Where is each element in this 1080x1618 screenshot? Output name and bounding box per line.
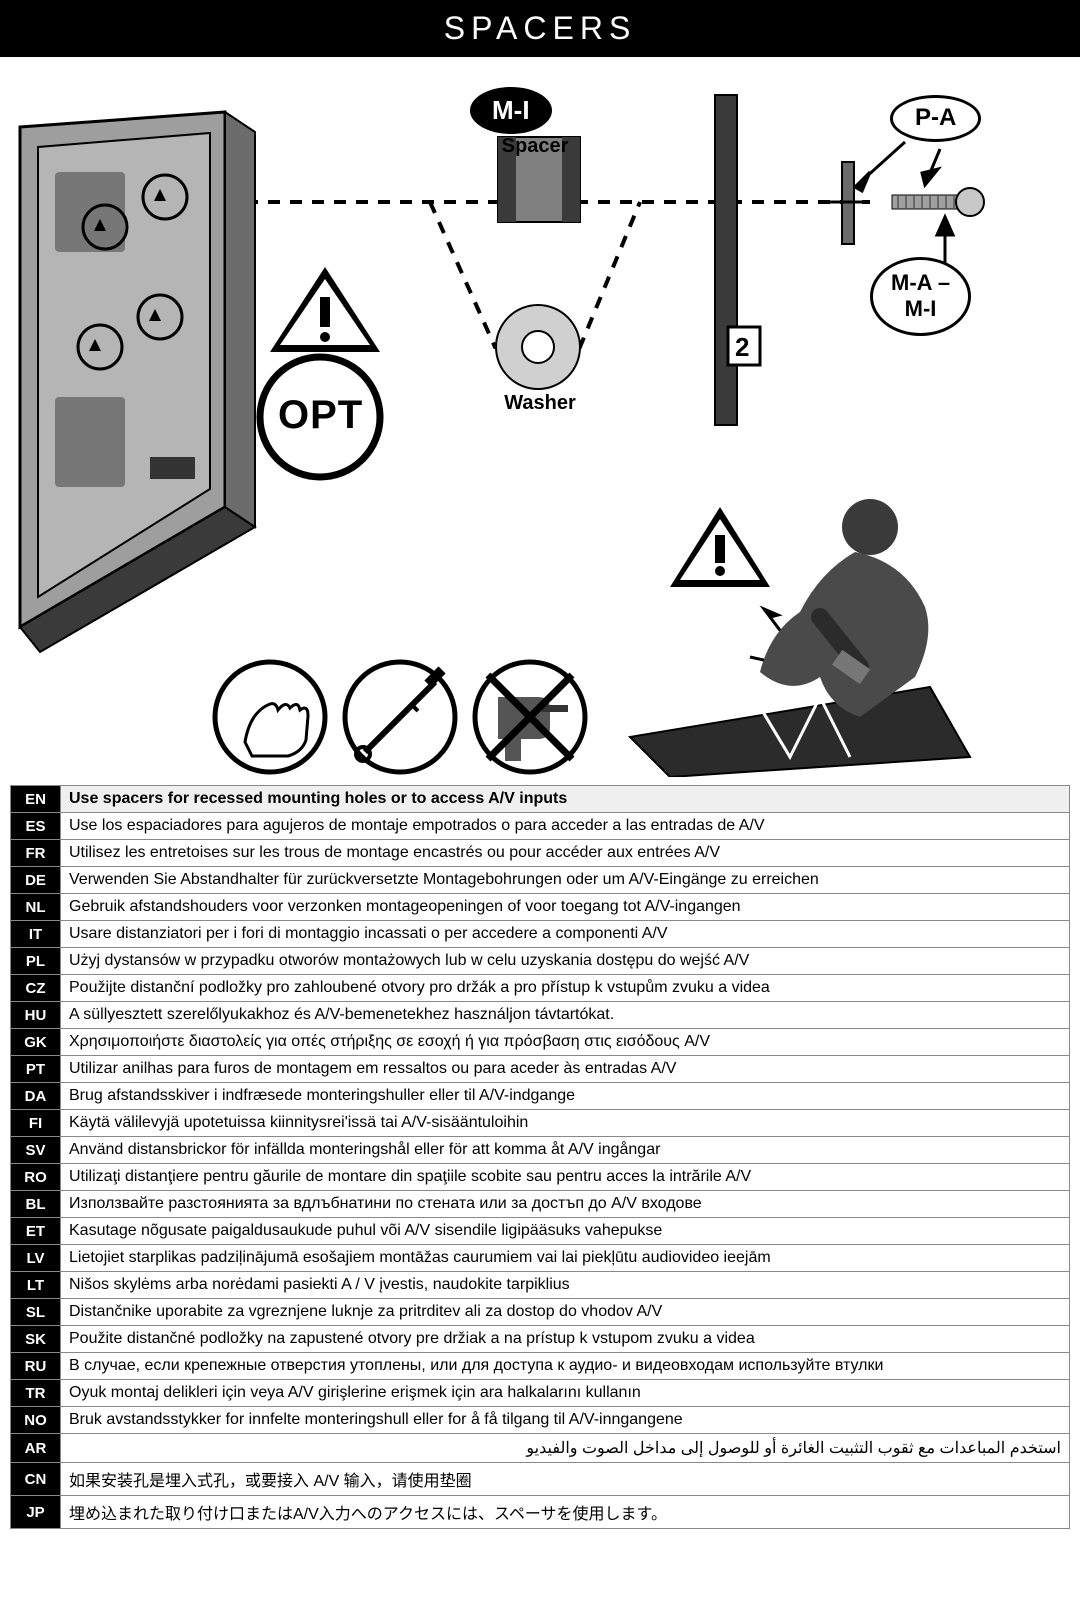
- table-row: LVLietojiet starplikas padziļinājumā eso…: [11, 1245, 1070, 1272]
- instruction-text: Gebruik afstandshouders voor verzonken m…: [61, 894, 1070, 921]
- step-number: 2: [735, 332, 749, 363]
- lang-code: FR: [11, 840, 61, 867]
- table-row: ARاستخدم المباعدات مع ثقوب التثبيت الغائ…: [11, 1434, 1070, 1463]
- lang-code: FI: [11, 1110, 61, 1137]
- instruction-text: استخدم المباعدات مع ثقوب التثبيت الغائرة…: [61, 1434, 1070, 1463]
- label-pa: P-A: [890, 95, 981, 142]
- page-title: SPACERS: [0, 0, 1080, 57]
- instruction-text: Utilizar anilhas para furos de montagem …: [61, 1056, 1070, 1083]
- instruction-text: Utilisez les entretoises sur les trous d…: [61, 840, 1070, 867]
- table-row: NLGebruik afstandshouders voor verzonken…: [11, 894, 1070, 921]
- table-row: ETKasutage nõgusate paigaldusaukude puhu…: [11, 1218, 1070, 1245]
- lang-code: PT: [11, 1056, 61, 1083]
- table-row: ENUse spacers for recessed mounting hole…: [11, 786, 1070, 813]
- instruction-text: В случае, если крепежные отверстия утопл…: [61, 1353, 1070, 1380]
- table-row: SLDistančnike uporabite za vgreznjene lu…: [11, 1299, 1070, 1326]
- instruction-text: Brug afstandsskiver i indfræsede monteri…: [61, 1083, 1070, 1110]
- lang-code: ET: [11, 1218, 61, 1245]
- instruction-text: Verwenden Sie Abstandhalter für zurückve…: [61, 867, 1070, 894]
- lang-code: TR: [11, 1380, 61, 1407]
- lang-code: HU: [11, 1002, 61, 1029]
- table-row: FIKäytä välilevyjä upotetuissa kiinnitys…: [11, 1110, 1070, 1137]
- instruction-text: Използвайте разстоянията за вдлъбнатини …: [61, 1191, 1070, 1218]
- table-row: RUВ случае, если крепежные отверстия уто…: [11, 1353, 1070, 1380]
- instruction-text: Usare distanziatori per i fori di montag…: [61, 921, 1070, 948]
- instruction-text: Použijte distanční podložky pro zahloube…: [61, 975, 1070, 1002]
- instruction-text: Nišos skylėms arba norėdami pasiekti A /…: [61, 1272, 1070, 1299]
- lang-code: JP: [11, 1496, 61, 1529]
- table-row: FRUtilisez les entretoises sur les trous…: [11, 840, 1070, 867]
- table-row: ROUtilizaţi distanţiere pentru găurile d…: [11, 1164, 1070, 1191]
- lang-code: CN: [11, 1463, 61, 1496]
- table-row: SVAnvänd distansbrickor för infällda mon…: [11, 1137, 1070, 1164]
- lang-code: GK: [11, 1029, 61, 1056]
- instruction-text: A süllyesztett szerelőlyukakhoz és A/V-b…: [61, 1002, 1070, 1029]
- lang-code: EN: [11, 786, 61, 813]
- table-row: ESUse los espaciadores para agujeros de …: [11, 813, 1070, 840]
- instructions-table: ENUse spacers for recessed mounting hole…: [10, 785, 1070, 1529]
- lang-code: CZ: [11, 975, 61, 1002]
- table-row: LTNišos skylėms arba norėdami pasiekti A…: [11, 1272, 1070, 1299]
- instruction-text: Utilizaţi distanţiere pentru găurile de …: [61, 1164, 1070, 1191]
- table-row: JP埋め込まれた取り付け口またはA/V入力へのアクセスには、スペーサを使用します…: [11, 1496, 1070, 1529]
- table-row: BLИзползвайте разстоянията за вдлъбнатин…: [11, 1191, 1070, 1218]
- table-row: PLUżyj dystansów w przypadku otworów mon…: [11, 948, 1070, 975]
- table-row: DABrug afstandsskiver i indfræsede monte…: [11, 1083, 1070, 1110]
- lang-code: ES: [11, 813, 61, 840]
- lang-code: DA: [11, 1083, 61, 1110]
- instruction-text: Use spacers for recessed mounting holes …: [61, 786, 1070, 813]
- table-row: SKPoužite distančné podložky na zapusten…: [11, 1326, 1070, 1353]
- lang-code: PL: [11, 948, 61, 975]
- lang-code: RU: [11, 1353, 61, 1380]
- lang-code: BL: [11, 1191, 61, 1218]
- table-row: ITUsare distanziatori per i fori di mont…: [11, 921, 1070, 948]
- instruction-text: Oyuk montaj delikleri için veya A/V giri…: [61, 1380, 1070, 1407]
- lang-code: NO: [11, 1407, 61, 1434]
- lang-code: DE: [11, 867, 61, 894]
- instruction-text: Use los espaciadores para agujeros de mo…: [61, 813, 1070, 840]
- lang-code: RO: [11, 1164, 61, 1191]
- lang-code: LV: [11, 1245, 61, 1272]
- lang-code: IT: [11, 921, 61, 948]
- lang-code: SK: [11, 1326, 61, 1353]
- table-row: CN如果安装孔是埋入式孔，或要接入 A/V 输入，请使用垫圈: [11, 1463, 1070, 1496]
- lang-code: AR: [11, 1434, 61, 1463]
- lang-code: SL: [11, 1299, 61, 1326]
- instruction-text: Χρησιμοποιήστε διαστολείς για οπές στήρι…: [61, 1029, 1070, 1056]
- instruction-text: Bruk avstandsstykker for innfelte monter…: [61, 1407, 1070, 1434]
- label-spacer: Spacer: [480, 135, 590, 158]
- lang-code: LT: [11, 1272, 61, 1299]
- instruction-text: Använd distansbrickor för infällda monte…: [61, 1137, 1070, 1164]
- instruction-text: Użyj dystansów w przypadku otworów monta…: [61, 948, 1070, 975]
- opt-label: OPT: [278, 393, 363, 438]
- instruction-text: 埋め込まれた取り付け口またはA/V入力へのアクセスには、スペーサを使用します。: [61, 1496, 1070, 1529]
- label-ma-mi: M-A – M-I: [870, 257, 971, 336]
- instruction-text: Käytä välilevyjä upotetuissa kiinnitysre…: [61, 1110, 1070, 1137]
- instruction-text: 如果安装孔是埋入式孔，或要接入 A/V 输入，请使用垫圈: [61, 1463, 1070, 1496]
- lang-code: SV: [11, 1137, 61, 1164]
- lang-code: NL: [11, 894, 61, 921]
- label-mi: M-I: [470, 87, 552, 134]
- table-row: DEVerwenden Sie Abstandhalter für zurück…: [11, 867, 1070, 894]
- instruction-diagram: M-I Spacer Washer P-A M-A – M-I 2 OPT: [0, 57, 1080, 777]
- instruction-text: Použite distančné podložky na zapustené …: [61, 1326, 1070, 1353]
- label-washer: Washer: [490, 392, 590, 415]
- table-row: HUA süllyesztett szerelőlyukakhoz és A/V…: [11, 1002, 1070, 1029]
- table-row: NOBruk avstandsstykker for innfelte mont…: [11, 1407, 1070, 1434]
- instruction-text: Kasutage nõgusate paigaldusaukude puhul …: [61, 1218, 1070, 1245]
- table-row: PTUtilizar anilhas para furos de montage…: [11, 1056, 1070, 1083]
- table-row: TROyuk montaj delikleri için veya A/V gi…: [11, 1380, 1070, 1407]
- table-row: CZPoužijte distanční podložky pro zahlou…: [11, 975, 1070, 1002]
- table-row: GKΧρησιμοποιήστε διαστολείς για οπές στή…: [11, 1029, 1070, 1056]
- instruction-text: Distančnike uporabite za vgreznjene lukn…: [61, 1299, 1070, 1326]
- instruction-text: Lietojiet starplikas padziļinājumā esoša…: [61, 1245, 1070, 1272]
